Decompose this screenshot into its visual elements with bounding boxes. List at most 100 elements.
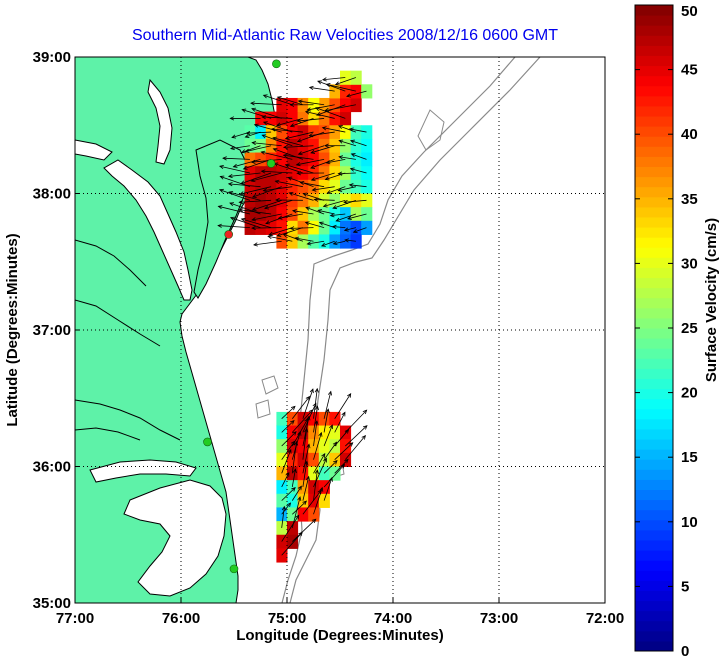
x-axis-label: Longitude (Degrees:Minutes) xyxy=(236,627,444,644)
velocity-cell xyxy=(244,193,256,208)
isobath xyxy=(289,57,541,603)
velocity-cell xyxy=(276,548,288,563)
colorbar-cell xyxy=(635,580,673,591)
velocity-cell xyxy=(287,111,299,126)
velocity-cell xyxy=(297,493,309,508)
velocity-cell xyxy=(308,152,320,167)
velocity-arrowhead xyxy=(314,420,319,425)
colorbar-cell xyxy=(635,126,673,137)
velocity-arrowhead xyxy=(311,187,317,192)
velocity-arrow xyxy=(295,237,314,242)
colorbar-cell xyxy=(635,105,673,117)
velocity-arrowhead xyxy=(289,226,295,231)
velocity-arrowhead xyxy=(343,199,348,205)
y-tick-label: 38:00 xyxy=(33,186,71,203)
velocity-arrow xyxy=(349,184,367,188)
velocity-arrow xyxy=(350,168,367,174)
velocity-cell xyxy=(361,166,373,181)
velocity-arrow xyxy=(305,222,325,229)
velocity-cell xyxy=(276,179,288,194)
velocity-cell xyxy=(287,166,299,181)
velocity-cell xyxy=(276,234,288,249)
velocity-arrowhead xyxy=(297,430,302,436)
velocity-arrowhead xyxy=(321,77,327,82)
velocity-cell xyxy=(276,521,288,536)
colorbar-cell xyxy=(635,146,673,157)
velocity-arrowhead xyxy=(332,241,338,246)
velocity-arrow xyxy=(311,172,335,181)
colorbar-cell xyxy=(635,439,673,450)
velocity-arrowhead xyxy=(251,193,257,198)
velocity-arrowhead xyxy=(319,486,324,492)
velocity-arrow xyxy=(285,164,314,174)
velocity-arrow xyxy=(350,140,367,147)
velocity-arrow xyxy=(291,486,302,501)
velocity-arrow xyxy=(274,163,304,174)
velocity-arrowhead xyxy=(232,163,238,168)
velocity-cell xyxy=(340,111,352,126)
bay-inlet xyxy=(147,78,173,165)
velocity-cell xyxy=(329,466,341,481)
velocity-arrow xyxy=(246,131,272,134)
velocity-arrow xyxy=(323,409,329,433)
colorbar-cell xyxy=(635,388,673,400)
colorbar-cell xyxy=(635,348,673,359)
velocity-arrowhead xyxy=(348,183,354,188)
velocity-arrowhead xyxy=(291,405,296,411)
velocity-cell xyxy=(329,84,341,99)
colorbar-cell xyxy=(635,479,673,490)
velocity-arrow xyxy=(344,227,356,231)
colorbar-tick-label: 35 xyxy=(681,191,698,208)
velocity-cell xyxy=(329,193,341,208)
velocity-arrowhead xyxy=(316,111,321,116)
velocity-arrowhead xyxy=(362,409,368,415)
velocity-cell xyxy=(340,207,352,222)
velocity-cell xyxy=(255,179,267,194)
velocity-arrow xyxy=(277,96,304,106)
velocity-cell xyxy=(308,480,320,495)
velocity-cell xyxy=(340,193,352,208)
velocity-cell xyxy=(287,179,299,194)
colorbar-cell xyxy=(635,408,673,420)
velocity-arrowhead xyxy=(333,459,338,465)
velocity-arrow xyxy=(273,137,304,147)
velocity-arrow xyxy=(241,218,272,229)
velocity-cell xyxy=(350,84,362,99)
velocity-arrowhead xyxy=(294,440,299,446)
velocity-arrow xyxy=(339,140,357,147)
velocity-arrowhead xyxy=(229,116,235,121)
velocity-arrow xyxy=(218,225,250,229)
velocity-arrow xyxy=(305,111,335,119)
velocity-cell xyxy=(318,179,330,194)
velocity-cell xyxy=(297,111,309,126)
velocity-cell xyxy=(276,507,288,522)
velocity-arrow xyxy=(323,442,337,460)
velocity-arrowhead xyxy=(321,126,327,131)
velocity-arrowhead xyxy=(285,471,290,477)
velocity-arrow xyxy=(281,441,295,460)
x-tick-label: 72:00 xyxy=(586,610,624,627)
velocity-arrow xyxy=(292,500,307,515)
velocity-cell xyxy=(287,466,299,481)
velocity-cell xyxy=(361,152,373,167)
velocity-cell xyxy=(340,179,352,194)
velocity-arrow xyxy=(230,145,250,149)
colorbar-cell xyxy=(635,358,673,369)
velocity-arrowhead xyxy=(250,178,256,183)
velocity-arrow xyxy=(297,118,325,122)
velocity-cell xyxy=(308,138,320,154)
velocity-arrow xyxy=(351,153,367,160)
velocity-cell xyxy=(340,152,352,167)
velocity-cell xyxy=(287,439,299,454)
velocity-arrowhead xyxy=(338,125,343,130)
colorbar-cell xyxy=(635,449,673,460)
velocity-arrow xyxy=(314,199,335,201)
velocity-cell xyxy=(318,111,330,126)
radar-stations xyxy=(203,59,281,574)
colorbar-cell xyxy=(635,630,673,642)
velocity-arrow xyxy=(323,424,333,447)
chart-title: Southern Mid-Atlantic Raw Velocities 200… xyxy=(132,27,558,44)
velocity-arrowhead xyxy=(362,425,368,430)
velocity-cell xyxy=(318,439,330,454)
velocity-arrowhead xyxy=(272,147,278,152)
